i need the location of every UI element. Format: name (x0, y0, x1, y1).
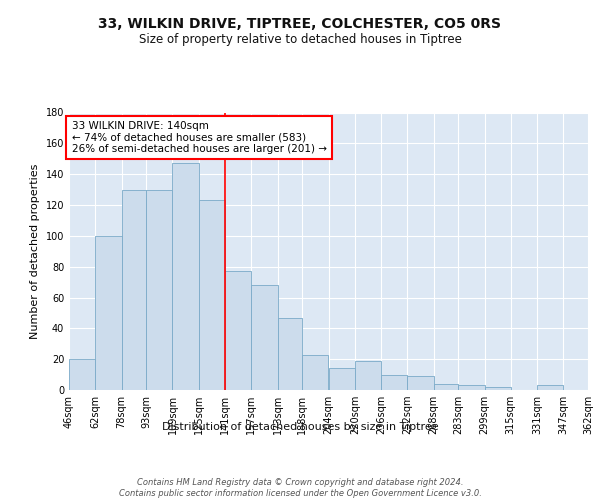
Bar (329, 368, 355, 390)
Bar (278, 318, 302, 390)
Bar (172, 164, 199, 390)
Bar (458, 386, 485, 390)
Bar (95, 236, 122, 390)
Bar (407, 376, 434, 390)
Bar (69, 359, 95, 390)
Bar (537, 386, 563, 390)
Bar (434, 384, 458, 390)
Bar (302, 354, 329, 390)
Bar (251, 285, 278, 390)
Bar (485, 387, 511, 390)
Text: Distribution of detached houses by size in Tiptree: Distribution of detached houses by size … (161, 422, 439, 432)
Bar (146, 190, 172, 390)
Text: 33, WILKIN DRIVE, TIPTREE, COLCHESTER, CO5 0RS: 33, WILKIN DRIVE, TIPTREE, COLCHESTER, C… (98, 18, 502, 32)
Y-axis label: Number of detached properties: Number of detached properties (30, 164, 40, 339)
Bar (122, 190, 146, 390)
Bar (355, 360, 381, 390)
Text: Size of property relative to detached houses in Tiptree: Size of property relative to detached ho… (139, 32, 461, 46)
Text: Contains HM Land Registry data © Crown copyright and database right 2024.
Contai: Contains HM Land Registry data © Crown c… (119, 478, 481, 498)
Text: 33 WILKIN DRIVE: 140sqm
← 74% of detached houses are smaller (583)
26% of semi-d: 33 WILKIN DRIVE: 140sqm ← 74% of detache… (71, 121, 326, 154)
Bar (381, 374, 407, 390)
Bar (225, 272, 251, 390)
Bar (199, 200, 225, 390)
